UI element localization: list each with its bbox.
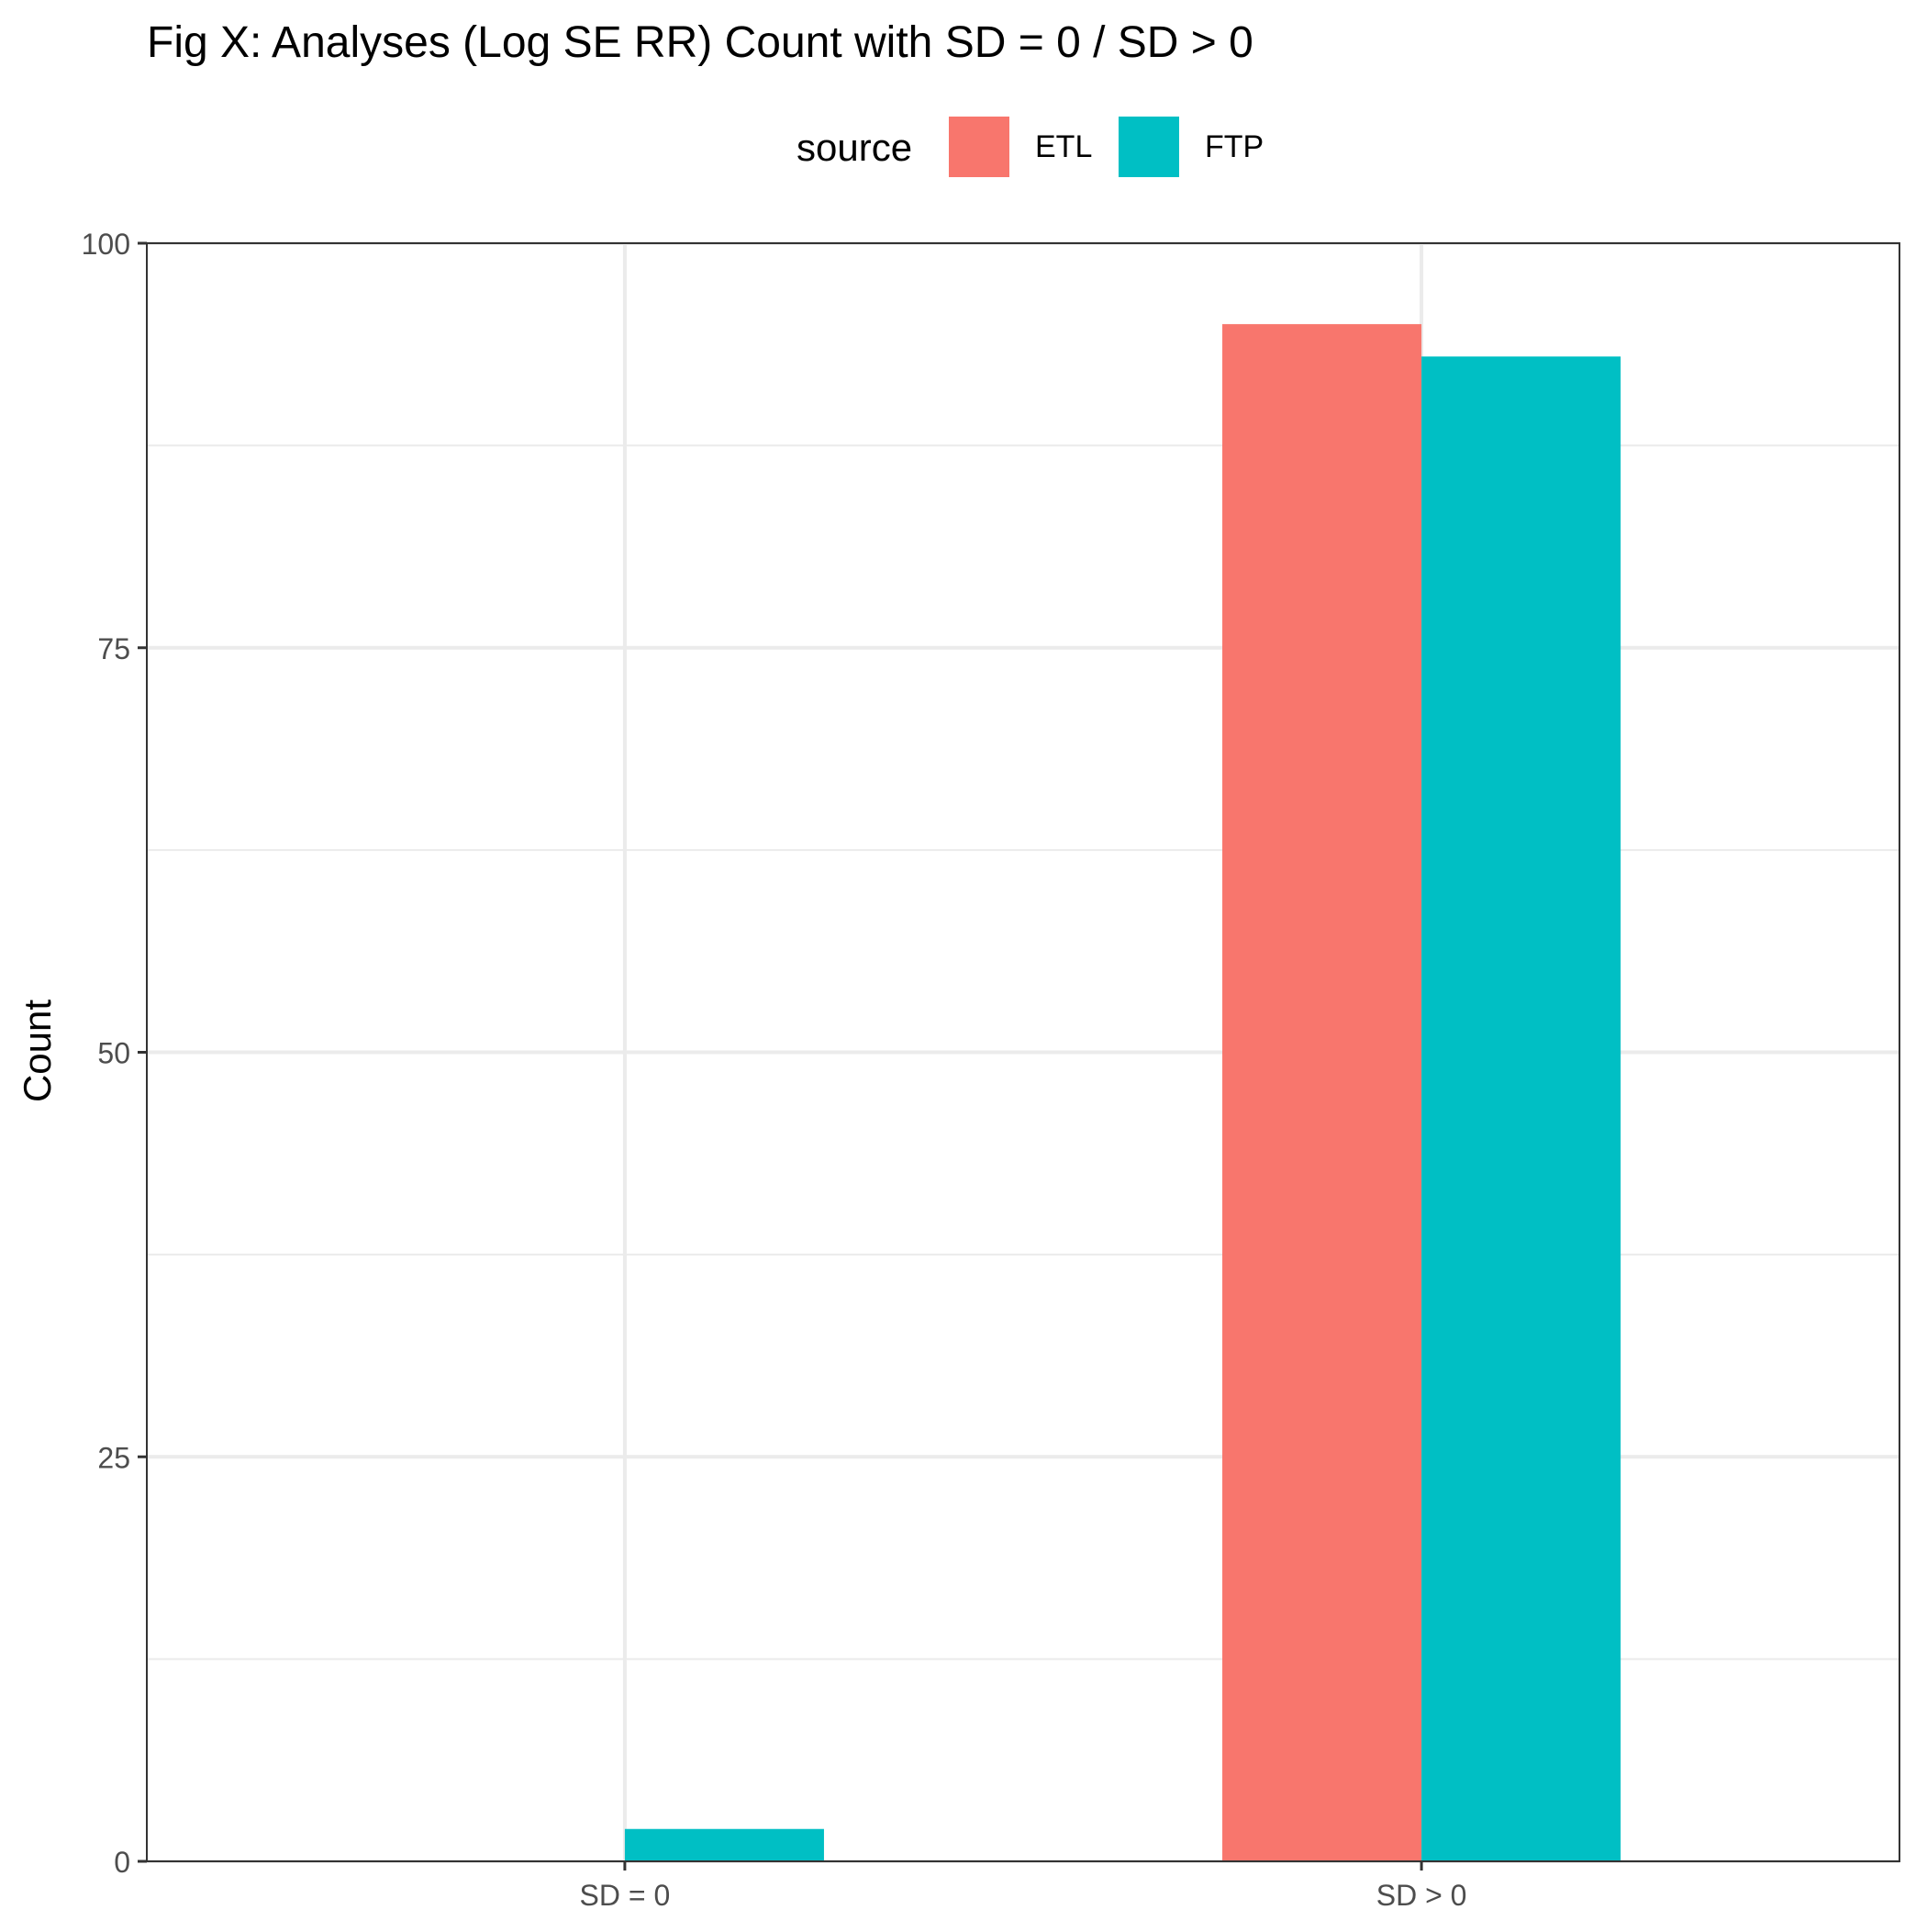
bar-etl-2 <box>1222 324 1422 1861</box>
y-tick-label: 50 <box>97 1037 130 1070</box>
bar-ftp-2 <box>1421 356 1621 1861</box>
legend-key-etl <box>949 117 1009 177</box>
legend: source ETL FTP <box>796 117 1264 177</box>
x-tick-label: SD > 0 <box>1376 1879 1467 1912</box>
bars <box>624 324 1621 1861</box>
y-tick-label: 75 <box>97 632 130 665</box>
x-tick-label: SD = 0 <box>580 1879 671 1912</box>
axes: 0 25 50 75 100 SD = 0 SD > 0 <box>82 228 1900 1912</box>
legend-label-etl: ETL <box>1035 129 1092 164</box>
y-tick-label: 100 <box>82 228 130 261</box>
legend-title: source <box>796 126 912 169</box>
y-tick-label: 0 <box>114 1846 130 1879</box>
legend-key-ftp <box>1119 117 1179 177</box>
y-tick-label: 25 <box>97 1441 130 1474</box>
bar-ftp-1 <box>624 1828 824 1861</box>
grid <box>147 241 1899 1863</box>
chart-title: Fig X: Analyses (Log SE RR) Count with S… <box>147 18 1253 67</box>
legend-label-ftp: FTP <box>1205 129 1264 164</box>
y-axis-label: Count <box>16 1000 59 1102</box>
